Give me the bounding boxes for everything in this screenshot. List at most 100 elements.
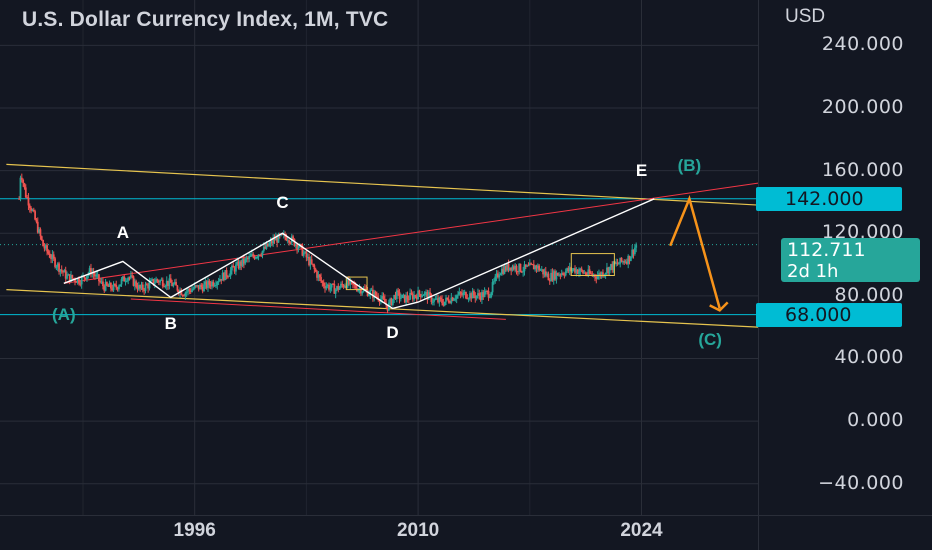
candle-body [616,262,619,264]
candle-body [34,211,37,220]
candle-body [544,271,547,276]
candle-body [414,295,417,297]
candle-body [381,296,384,299]
lower-channel-line [6,288,759,328]
candle-body [256,257,259,259]
y-axis-unit[interactable]: USD [785,6,826,27]
candle-body [624,261,627,263]
candle-body [382,296,385,299]
candle-body [361,291,364,294]
x-tick-label: 1996 [173,520,216,541]
candle-body [531,264,534,266]
candle-body [203,284,205,292]
candle-body [250,254,253,256]
candle-body [511,266,514,271]
candle-body [161,279,164,287]
candle-body [266,243,269,247]
candle-body [542,269,545,275]
candle-body [55,266,58,268]
candle-body [95,274,98,277]
y-tick-label: 120.000 [821,221,904,244]
candle-body [394,294,397,299]
candle-body [596,275,599,279]
candle-body [449,302,451,304]
candle-body [151,279,154,281]
candle-body [309,259,312,266]
candle-body [415,296,418,300]
candle-body [199,285,201,290]
candle-body [232,265,235,268]
forecast-path [669,194,721,309]
candle-body [52,254,55,259]
candle-body [159,280,162,283]
candle-body [473,291,475,296]
candle-body [409,292,412,300]
candle-body [478,293,481,296]
candle-body [240,261,243,266]
candle-body [305,251,308,258]
candle-body [520,271,523,273]
candle-body [79,283,82,285]
candle-body [325,286,328,289]
candle-body [575,269,578,273]
candle-body [516,271,519,273]
candle-body [26,197,29,199]
candle-body [598,273,600,276]
candle-body [120,279,123,285]
candle-body [183,295,185,297]
candle-body [510,267,513,271]
candle-body [235,264,237,272]
candle-body [47,251,50,254]
candle-body [103,286,106,291]
candle-body [590,273,592,275]
candle-body [455,295,458,299]
candle-body [276,237,279,243]
candle-body [153,282,156,285]
candle-body [483,291,486,297]
candle-body [99,281,102,283]
candle-body [92,272,95,275]
candle-body [625,261,628,264]
candle-body [522,271,525,273]
candle-body [94,274,96,277]
candle-body [249,255,252,257]
candle-body [23,183,26,188]
candle-body [564,271,567,276]
candle-body [83,275,86,278]
candle-body [434,299,437,301]
candle-body [342,285,345,288]
candle-body [72,278,75,280]
candle-body [402,294,405,296]
candle-body [627,255,630,264]
candle-body [629,256,632,261]
candle-body [173,282,176,285]
candle-body [607,267,610,274]
candle-body [519,263,522,272]
candle-body [294,244,297,246]
candle-body [496,273,499,278]
candle-body [200,285,203,287]
candle-body [441,299,443,304]
candle-body [119,284,122,287]
candle-body [64,270,67,279]
candle-body [177,290,180,294]
candle-body [580,268,583,271]
candle-body [42,240,44,247]
candle-body [96,274,99,276]
candle-body [495,273,498,277]
candle-body [104,282,107,291]
wave-label: (A) [52,304,76,324]
candle-body [264,246,267,249]
candle-body [407,299,410,301]
candle-body [54,258,56,267]
candle-body [429,292,431,295]
candle-body [635,245,638,248]
candle-body [383,298,386,304]
candle-body [340,283,342,288]
x-tick-label: 2024 [620,520,663,541]
candle-body [180,289,183,296]
candle-body [115,284,118,288]
candle-body [248,256,251,259]
